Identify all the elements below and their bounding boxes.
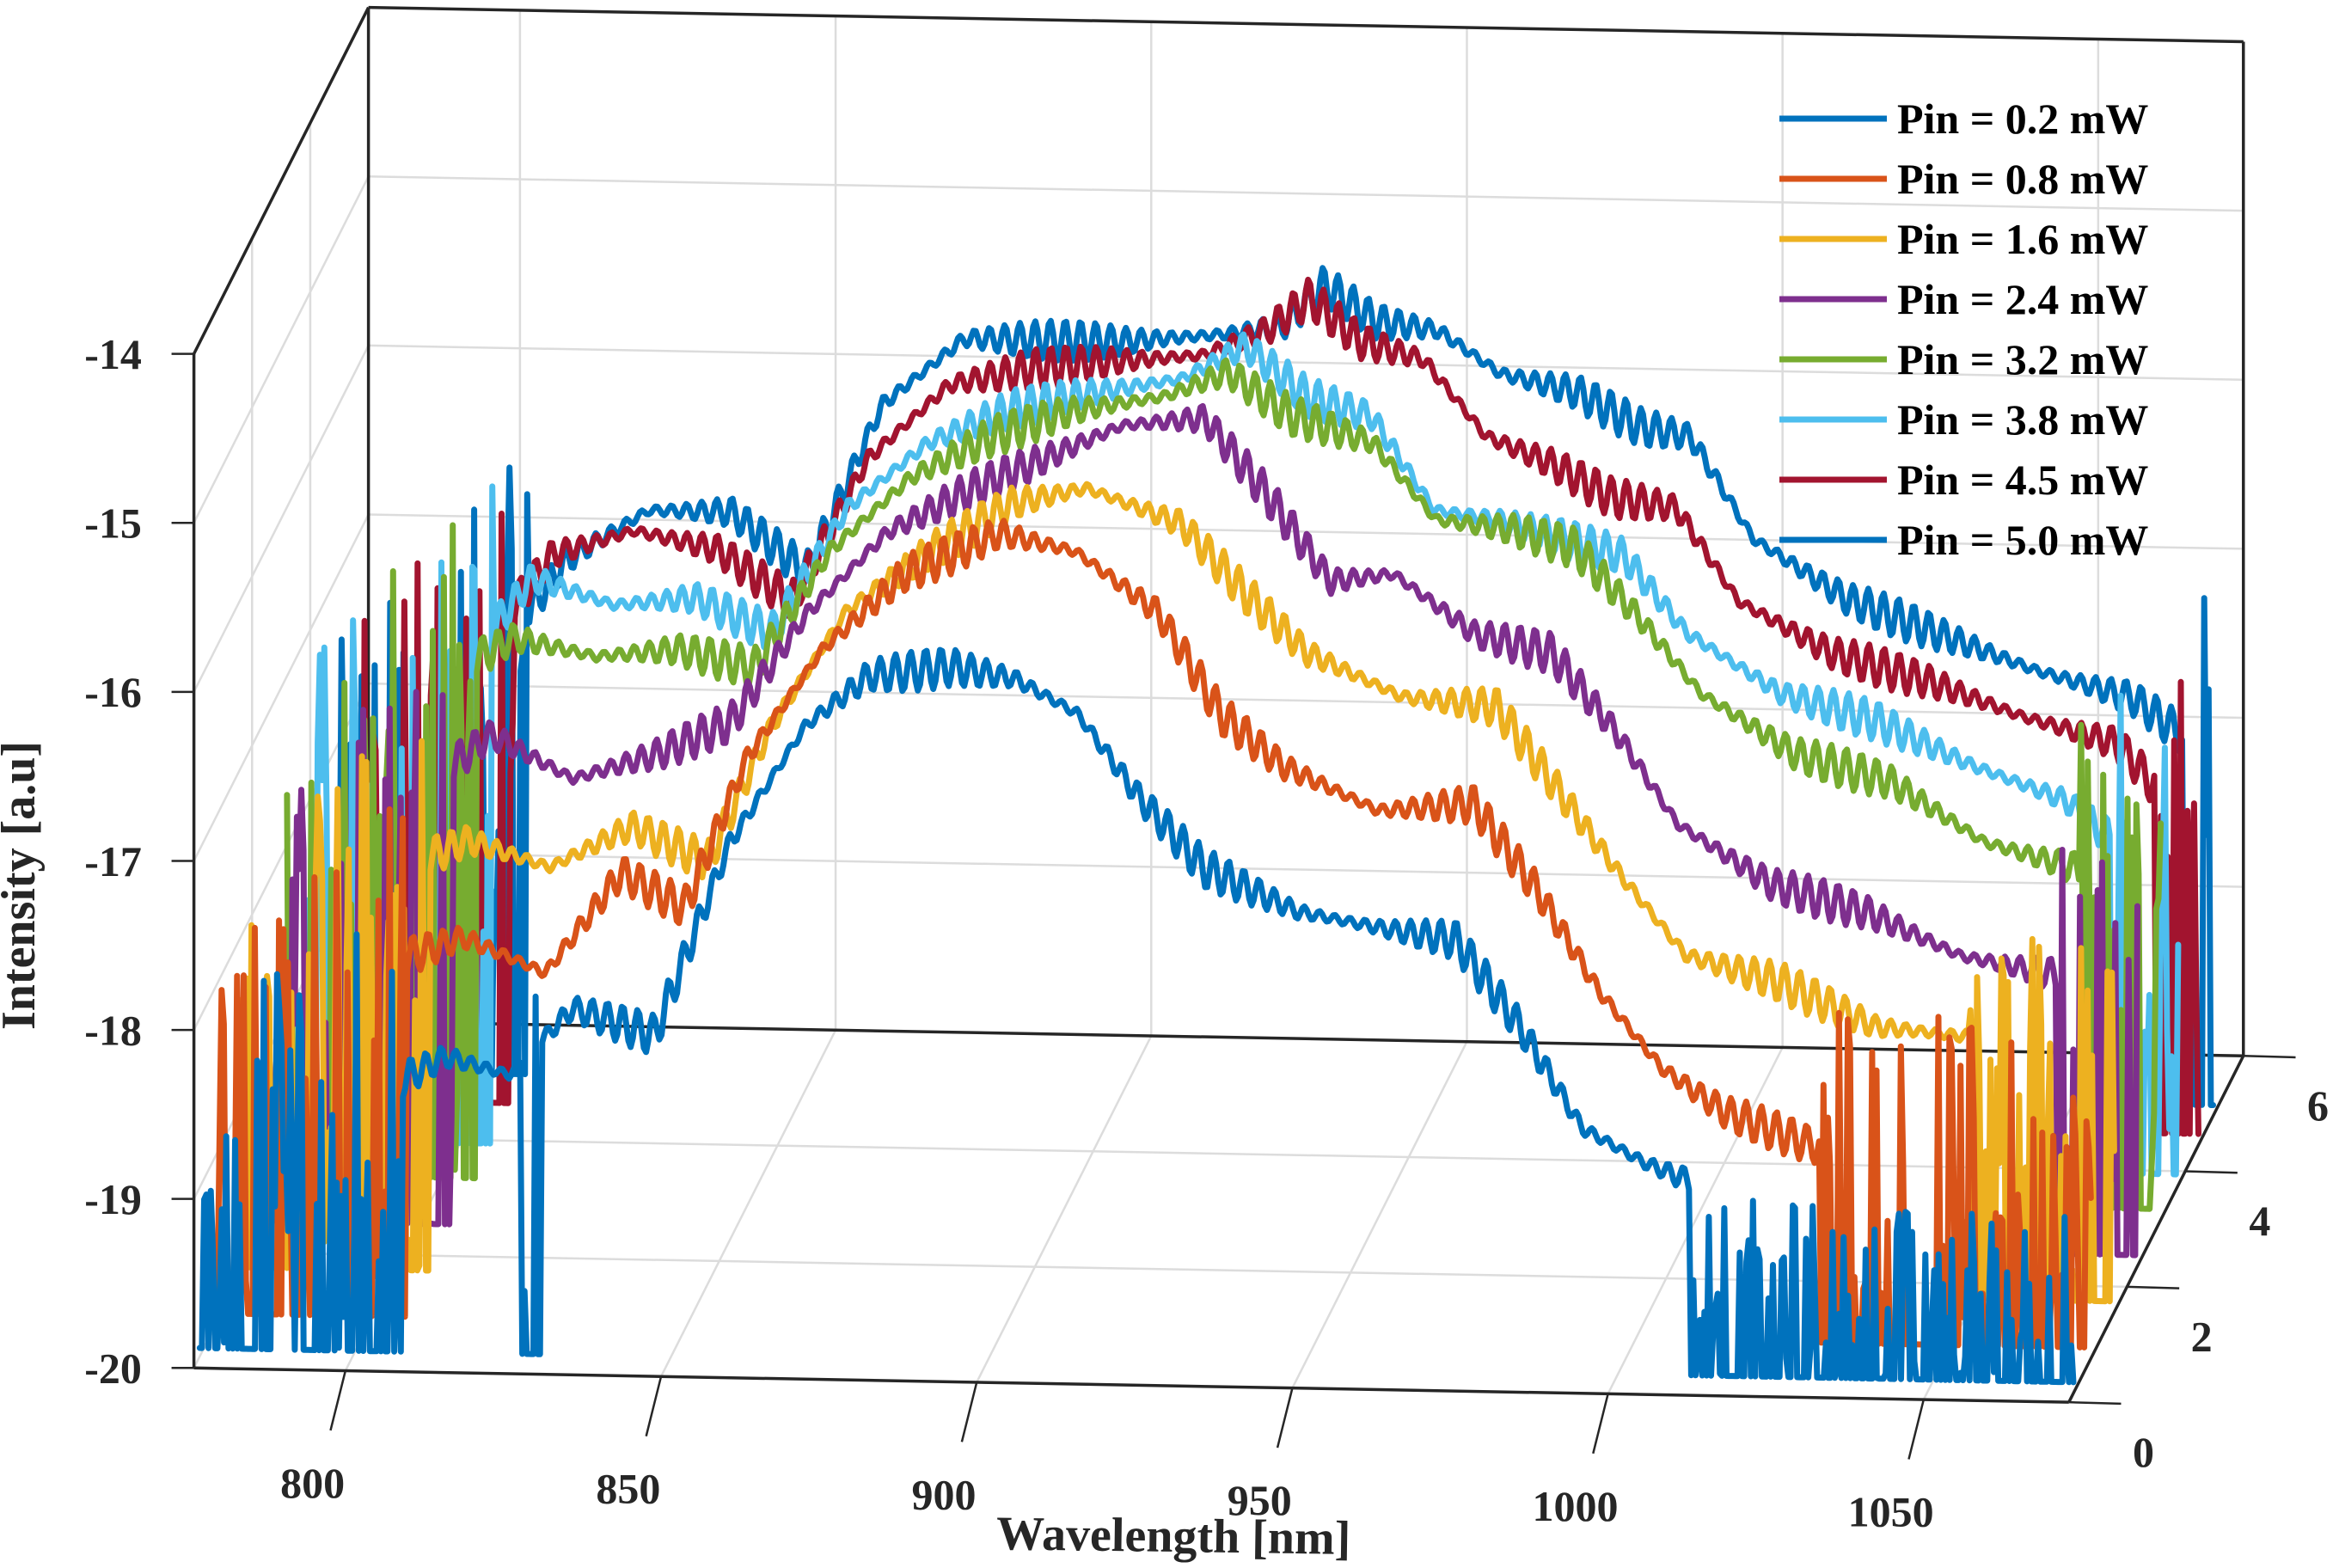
grid-line-y-back <box>368 682 2244 720</box>
z-tick-label: 2 <box>2191 1312 2213 1360</box>
grid-line-y-back <box>368 344 2244 382</box>
y-tick-label: -17 <box>84 837 142 885</box>
x-tick <box>1592 1393 1609 1455</box>
legend-label: Pin = 3.8 mW <box>1897 395 2148 444</box>
x-tick-label: 800 <box>280 1459 345 1507</box>
series-line-2 <box>237 481 2117 1305</box>
box-edge-top-left <box>193 6 370 355</box>
y-axis-label: Intensity [a.u] <box>0 741 46 1030</box>
legend-item: Pin = 3.8 mW <box>1779 395 2148 444</box>
z-tick-label: 0 <box>2133 1428 2154 1476</box>
y-tick-label: -19 <box>84 1175 142 1223</box>
legend-label: Pin = 1.6 mW <box>1897 215 2148 263</box>
z-tick-labels: 0 2 4 6 <box>2133 1081 2329 1476</box>
x-tick-label: 1050 <box>1848 1488 1934 1536</box>
grid-line-x-floor <box>659 1029 837 1377</box>
x-axis-line <box>193 1366 2069 1404</box>
legend-label: Pin = 4.5 mW <box>1897 456 2148 504</box>
z-tick <box>2068 1400 2122 1406</box>
x-axis-label: Wavelength [nm] <box>996 1507 1351 1565</box>
grid-line-y-side <box>193 345 370 693</box>
series-line-3 <box>260 402 2140 1259</box>
box-edge-floor-back <box>368 1020 2244 1057</box>
x-tick <box>329 1370 347 1431</box>
series-line-1 <box>214 518 2094 1351</box>
legend-label: Pin = 3.2 mW <box>1897 335 2148 383</box>
x-tick-labels: 800 850 900 950 1000 1050 <box>280 1459 1933 1536</box>
legend-label: Pin = 0.8 mW <box>1897 155 2148 203</box>
legend-item: Pin = 1.6 mW <box>1779 215 2148 263</box>
y-tick-label: -15 <box>84 499 142 548</box>
x-tick <box>645 1375 663 1436</box>
axis-ticks <box>171 352 2296 1460</box>
z-tick-label: 6 <box>2307 1081 2329 1130</box>
grid-line-x-floor <box>1607 1046 1784 1394</box>
grid-line-y-side <box>193 175 370 524</box>
y-tick-label: -16 <box>84 668 142 716</box>
y-tick-label: -18 <box>84 1006 142 1054</box>
series-line-4 <box>284 357 2164 1212</box>
z-tick <box>2127 1285 2180 1289</box>
y-tick-label: -20 <box>84 1344 142 1393</box>
x-tick <box>1276 1387 1294 1449</box>
x-tick <box>1907 1399 1926 1460</box>
x-tick-label: 850 <box>596 1465 660 1513</box>
x-tick-label: 1000 <box>1532 1482 1618 1530</box>
legend-item: Pin = 3.2 mW <box>1779 335 2148 383</box>
series-line-6 <box>321 276 2201 1137</box>
grid-line-x-floor <box>976 1035 1153 1383</box>
z-tick-label: 4 <box>2249 1197 2270 1245</box>
z-tick <box>2185 1170 2238 1174</box>
legend: Pin = 0.2 mW Pin = 0.8 mW Pin = 1.6 mW Pin … <box>1779 95 2148 564</box>
y-tick-labels: -20 -19 -18 -17 -16 -15 -14 <box>84 330 142 1393</box>
legend-item: Pin = 5.0 mW <box>1779 516 2148 564</box>
series-lines <box>196 265 2216 1386</box>
legend-item: Pin = 4.5 mW <box>1779 456 2148 504</box>
x-tick-label: 900 <box>912 1470 977 1518</box>
x-tick <box>960 1381 978 1442</box>
grid-line-y-back <box>368 175 2244 212</box>
x-tick-label: 950 <box>1228 1476 1292 1524</box>
series-line-5 <box>301 331 2182 1178</box>
z-axis-line <box>2067 1055 2245 1403</box>
legend-label: Pin = 0.2 mW <box>1897 95 2148 143</box>
box-edge-top-back <box>368 5 2244 44</box>
legend-label: Pin = 5.0 mW <box>1897 516 2148 564</box>
z-tick <box>2243 1054 2296 1059</box>
legend-item: Pin = 0.2 mW <box>1779 95 2148 143</box>
legend-item: Pin = 0.8 mW <box>1779 155 2148 203</box>
grid-line-y-side <box>193 513 370 862</box>
grid-line-x-floor <box>1291 1041 1468 1389</box>
series-line-0 <box>196 646 2077 1386</box>
legend-item: Pin = 2.4 mW <box>1779 275 2148 323</box>
legend-label: Pin = 2.4 mW <box>1897 275 2148 323</box>
y-tick-label: -14 <box>84 330 142 378</box>
